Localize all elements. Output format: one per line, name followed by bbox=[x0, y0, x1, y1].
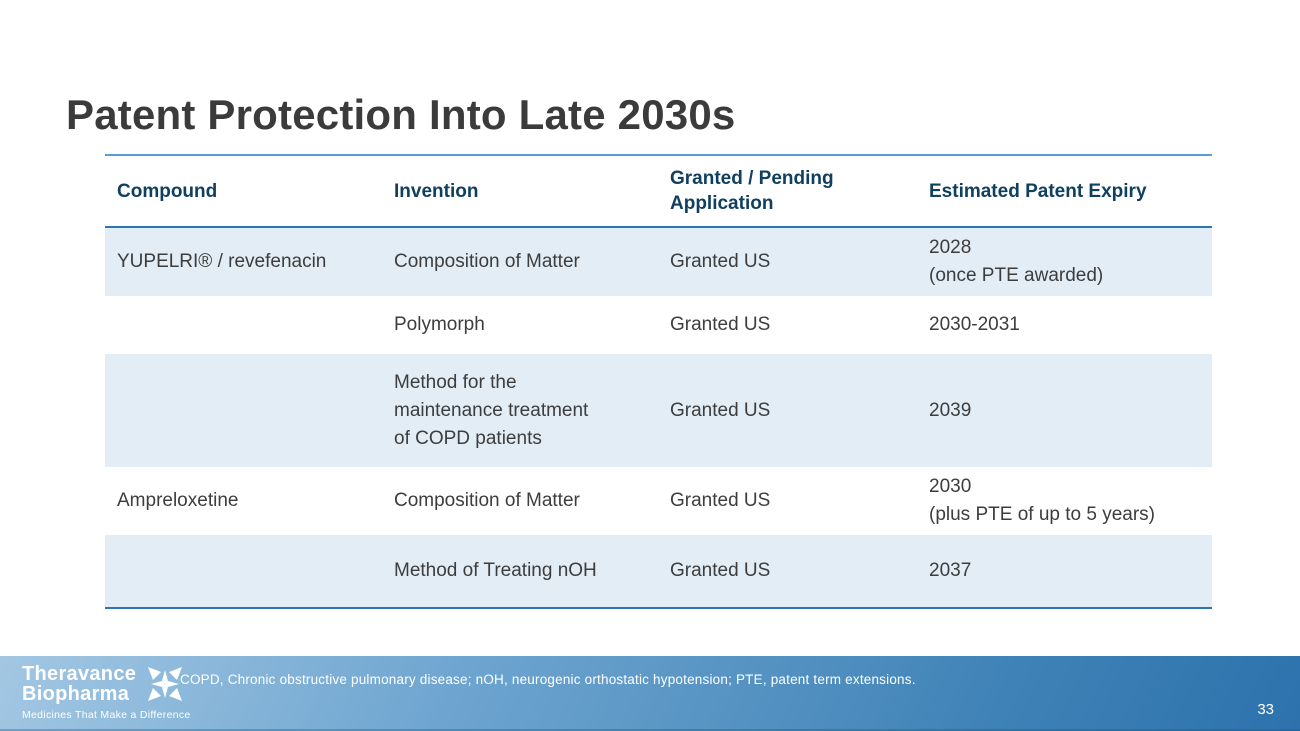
table-row: Polymorph Granted US 2030-2031 bbox=[105, 296, 1212, 354]
logo-name-line2: Biopharma bbox=[22, 683, 130, 705]
column-header-compound: Compound bbox=[105, 155, 382, 228]
cell-application: Granted US bbox=[670, 251, 771, 272]
table-row: Method of Treating nOH Granted US 2037 bbox=[105, 535, 1212, 608]
column-header-application: Granted / Pending Application bbox=[658, 155, 917, 228]
cell-application: Granted US bbox=[670, 490, 771, 511]
company-logo: Theravance Biopharma Med bbox=[22, 663, 191, 721]
table-row: Ampreloxetine Composition of Matter Gran… bbox=[105, 467, 1212, 535]
footnote-text: COPD, Chronic obstructive pulmonary dise… bbox=[180, 672, 916, 687]
cell-compound bbox=[105, 296, 382, 354]
cell-application: Granted US bbox=[670, 314, 771, 335]
cell-compound bbox=[105, 535, 382, 608]
logo-name-line1: Theravance bbox=[22, 663, 137, 685]
cell-compound: Ampreloxetine bbox=[117, 490, 239, 511]
cell-invention: Method for the maintenance treatment of … bbox=[394, 371, 589, 449]
logo-tagline: Medicines That Make a Difference bbox=[22, 709, 191, 721]
cell-expiry: 2039 bbox=[929, 399, 972, 421]
page-number: 33 bbox=[1257, 701, 1274, 718]
cell-invention: Composition of Matter bbox=[394, 490, 580, 511]
logo-wordmark: Theravance Biopharma bbox=[22, 664, 136, 704]
star-logo-icon bbox=[148, 667, 183, 701]
cell-invention: Polymorph bbox=[394, 314, 485, 335]
cell-compound: YUPELRI® / revefenacin bbox=[117, 251, 327, 272]
cell-expiry: 2030-2031 bbox=[929, 314, 1020, 335]
cell-expiry: 2037 bbox=[929, 560, 972, 581]
cell-expiry: 2028 (once PTE awarded) bbox=[929, 237, 1104, 286]
page-title: Patent Protection Into Late 2030s bbox=[66, 91, 736, 139]
table-row: YUPELRI® / revefenacin Composition of Ma… bbox=[105, 227, 1212, 296]
cell-application: Granted US bbox=[670, 399, 771, 421]
cell-application: Granted US bbox=[670, 560, 771, 581]
table-header-row: Compound Invention Granted / Pending App… bbox=[105, 155, 1212, 228]
cell-invention: Method of Treating nOH bbox=[394, 560, 597, 581]
cell-expiry: 2030 (plus PTE of up to 5 years) bbox=[929, 476, 1155, 525]
footer-band: Theravance Biopharma Med bbox=[0, 656, 1300, 731]
column-header-invention: Invention bbox=[382, 155, 658, 228]
cell-compound bbox=[105, 354, 382, 467]
table-row: Method for the maintenance treatment of … bbox=[105, 354, 1212, 467]
column-header-expiry: Estimated Patent Expiry bbox=[917, 155, 1212, 228]
cell-invention: Composition of Matter bbox=[394, 251, 580, 272]
patent-table: Compound Invention Granted / Pending App… bbox=[105, 154, 1212, 609]
